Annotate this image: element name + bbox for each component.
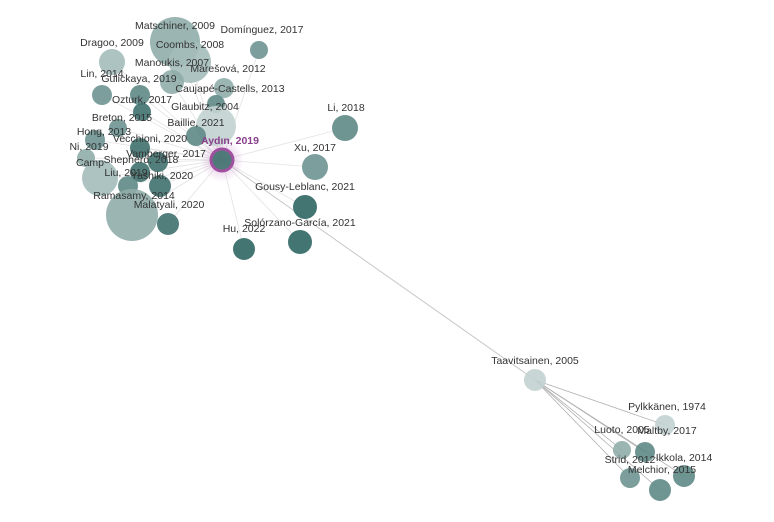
paper-label: Hu, 2022 <box>223 223 266 235</box>
edge <box>534 379 666 426</box>
paper-label: Baillie, 2021 <box>167 117 224 129</box>
paper-node[interactable] <box>82 160 118 196</box>
paper-node[interactable] <box>649 479 671 501</box>
paper-node[interactable] <box>157 213 179 235</box>
paper-label: Aydın, 2019 <box>201 135 259 147</box>
paper-label: Caujapé-Castells, 2013 <box>175 83 284 95</box>
edge <box>111 61 223 161</box>
paper-label: Gulickaya, 2019 <box>101 73 176 85</box>
paper-label: Xu, 2017 <box>294 142 336 154</box>
paper-node[interactable] <box>620 468 640 488</box>
paper-node[interactable] <box>130 138 150 158</box>
paper-node[interactable] <box>77 149 95 167</box>
paper-node[interactable] <box>293 195 317 219</box>
paper-node[interactable] <box>99 49 125 75</box>
edge <box>534 379 685 477</box>
paper-label: Shepherd, 2018 <box>104 154 179 166</box>
edge <box>534 379 661 491</box>
paper-node[interactable] <box>635 442 655 462</box>
paper-node[interactable] <box>148 152 168 172</box>
paper-label: Li, 2018 <box>327 102 365 114</box>
paper-label: Lin, 2014 <box>80 68 123 80</box>
paper-node[interactable] <box>149 175 171 197</box>
paper-node[interactable] <box>250 41 268 59</box>
edge <box>534 379 623 451</box>
paper-label: Malatyali, 2020 <box>134 199 205 211</box>
nodes <box>77 17 695 501</box>
paper-label: Ozturk, 2017 <box>112 94 172 106</box>
paper-label: Yashiki, 2020 <box>131 170 193 182</box>
edge <box>534 379 631 479</box>
paper-label: Vamberger, 2017 <box>126 148 206 160</box>
paper-label: Ramasamy, 2014 <box>93 190 175 202</box>
edge <box>221 159 536 381</box>
paper-node[interactable] <box>130 162 150 182</box>
paper-node[interactable] <box>233 238 255 260</box>
paper-label: Dragoo, 2009 <box>80 37 144 49</box>
labels: Matschiner, 2009 Domínguez, 2017 Coombs, 2… <box>69 20 712 476</box>
paper-node[interactable] <box>302 154 328 180</box>
paper-label: Melchior, 2015 <box>628 464 696 476</box>
paper-node[interactable] <box>160 70 184 94</box>
paper-label: Marešová, 2012 <box>190 63 265 75</box>
paper-label: Manoukis, 2007 <box>135 57 209 69</box>
paper-node[interactable] <box>288 230 312 254</box>
paper-node[interactable] <box>186 126 206 146</box>
paper-label: Maltby, 2017 <box>637 425 696 437</box>
paper-label: Hong, 2013 <box>77 126 131 138</box>
paper-label: Taavitsainen, 2005 <box>491 355 579 367</box>
paper-label: Vecchioni, 2020 <box>113 133 187 145</box>
paper-node[interactable] <box>613 441 631 459</box>
paper-label: Solórzano-García, 2021 <box>244 217 356 229</box>
paper-node[interactable] <box>109 119 127 137</box>
paper-node[interactable] <box>133 103 151 121</box>
paper-node[interactable] <box>85 130 105 150</box>
paper-label: Ikkola, 2014 <box>656 452 713 464</box>
paper-node[interactable] <box>106 189 158 241</box>
paper-node[interactable] <box>209 147 235 173</box>
paper-node[interactable] <box>214 78 234 98</box>
paper-label: Luoto, 2005 <box>594 424 650 436</box>
paper-node[interactable] <box>169 41 211 83</box>
paper-label: Gousy-Leblanc, 2021 <box>255 181 355 193</box>
paper-label: Domínguez, 2017 <box>221 24 304 36</box>
paper-node[interactable] <box>130 85 150 105</box>
paper-label: Pylkkänen, 1974 <box>628 401 706 413</box>
paper-label: Strid, 2012 <box>605 454 656 466</box>
paper-node[interactable] <box>92 85 112 105</box>
paper-node[interactable] <box>332 115 358 141</box>
edge <box>101 94 223 161</box>
paper-label: Ni, 2019 <box>69 141 108 153</box>
paper-node[interactable] <box>673 465 695 487</box>
paper-node[interactable] <box>524 369 546 391</box>
paper-label: Liu, 2019 <box>104 167 147 179</box>
paper-label: Breton, 2015 <box>92 112 152 124</box>
paper-label: Camp <box>76 157 104 169</box>
paper-node[interactable] <box>655 415 675 435</box>
paper-label: Matschiner, 2009 <box>135 20 215 32</box>
paper-label: Coombs, 2008 <box>156 39 224 51</box>
paper-label: Glaubitz, 2004 <box>171 101 239 113</box>
